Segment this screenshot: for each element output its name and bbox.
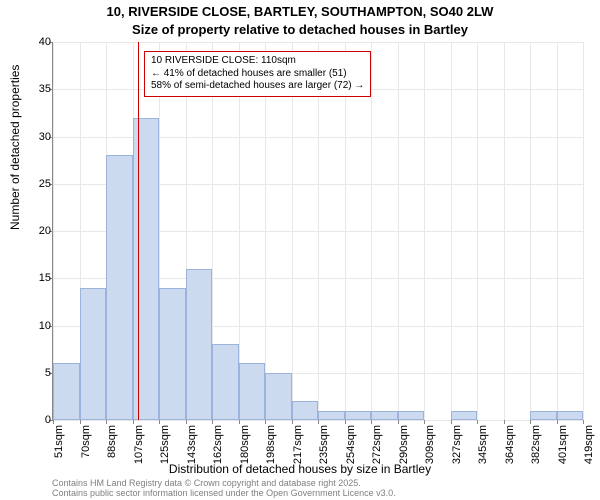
histogram-bar <box>186 269 213 420</box>
x-tick-label: 198sqm <box>265 425 277 464</box>
x-tick-mark <box>557 420 558 424</box>
x-tick-label: 235sqm <box>318 425 330 464</box>
x-tick-mark <box>477 420 478 424</box>
x-tick-label: 254sqm <box>345 425 357 464</box>
annotation-line2: ← 41% of detached houses are smaller (51… <box>151 68 364 81</box>
y-tick-label: 0 <box>31 414 51 426</box>
x-tick-mark <box>530 420 531 424</box>
grid-line-v <box>345 42 346 420</box>
y-tick-label: 10 <box>31 320 51 332</box>
x-tick-label: 143sqm <box>186 425 198 464</box>
grid-line-v <box>424 42 425 420</box>
histogram-bar <box>239 363 266 420</box>
x-tick-label: 125sqm <box>159 425 171 464</box>
grid-line-v <box>398 42 399 420</box>
x-tick-mark <box>583 420 584 424</box>
histogram-bar <box>345 411 372 420</box>
grid-line-v <box>451 42 452 420</box>
x-tick-mark <box>159 420 160 424</box>
reference-line <box>138 42 139 420</box>
histogram-bar <box>371 411 398 420</box>
grid-line-v <box>504 42 505 420</box>
y-tick-label: 30 <box>31 131 51 143</box>
chart-title-main: 10, RIVERSIDE CLOSE, BARTLEY, SOUTHAMPTO… <box>0 4 600 19</box>
histogram-bar <box>530 411 557 420</box>
grid-line-v <box>371 42 372 420</box>
x-tick-mark <box>451 420 452 424</box>
x-tick-label: 272sqm <box>371 425 383 464</box>
x-tick-label: 419sqm <box>583 425 595 464</box>
chart-title-sub: Size of property relative to detached ho… <box>0 22 600 37</box>
x-tick-label: 309sqm <box>424 425 436 464</box>
y-tick-label: 25 <box>31 178 51 190</box>
y-tick-label: 5 <box>31 367 51 379</box>
histogram-bar <box>265 373 292 420</box>
histogram-bar <box>557 411 584 420</box>
x-tick-mark <box>345 420 346 424</box>
histogram-bar <box>106 155 133 420</box>
grid-line-v <box>292 42 293 420</box>
footer-line1: Contains HM Land Registry data © Crown c… <box>52 478 396 488</box>
y-tick-label: 40 <box>31 36 51 48</box>
x-tick-label: 162sqm <box>212 425 224 464</box>
histogram-bar <box>398 411 425 420</box>
plot-area: 051015202530354051sqm70sqm88sqm107sqm125… <box>52 42 583 421</box>
grid-line-v <box>530 42 531 420</box>
x-tick-mark <box>133 420 134 424</box>
grid-line-v <box>583 42 584 420</box>
x-tick-mark <box>212 420 213 424</box>
chart-container: 10, RIVERSIDE CLOSE, BARTLEY, SOUTHAMPTO… <box>0 0 600 500</box>
x-tick-label: 180sqm <box>239 425 251 464</box>
x-tick-label: 382sqm <box>530 425 542 464</box>
y-axis-label: Number of detached properties <box>8 65 22 230</box>
x-tick-label: 51sqm <box>53 425 65 458</box>
histogram-bar <box>80 288 107 420</box>
x-tick-mark <box>398 420 399 424</box>
x-tick-mark <box>424 420 425 424</box>
histogram-bar <box>159 288 186 420</box>
x-tick-label: 345sqm <box>477 425 489 464</box>
x-tick-label: 88sqm <box>106 425 118 458</box>
x-tick-mark <box>53 420 54 424</box>
histogram-bar <box>133 118 160 420</box>
x-tick-label: 327sqm <box>451 425 463 464</box>
x-tick-mark <box>80 420 81 424</box>
histogram-bar <box>292 401 319 420</box>
grid-line-v <box>318 42 319 420</box>
annotation-box: 10 RIVERSIDE CLOSE: 110sqm ← 41% of deta… <box>144 51 371 97</box>
x-tick-mark <box>106 420 107 424</box>
histogram-bar <box>451 411 478 420</box>
x-tick-label: 107sqm <box>133 425 145 464</box>
histogram-bar <box>212 344 239 420</box>
x-tick-mark <box>186 420 187 424</box>
x-tick-mark <box>292 420 293 424</box>
x-tick-label: 217sqm <box>292 425 304 464</box>
annotation-line1: 10 RIVERSIDE CLOSE: 110sqm <box>151 55 364 68</box>
histogram-bar <box>318 411 345 420</box>
x-tick-mark <box>504 420 505 424</box>
x-tick-label: 290sqm <box>398 425 410 464</box>
footer-attribution: Contains HM Land Registry data © Crown c… <box>52 478 396 499</box>
y-tick-label: 15 <box>31 272 51 284</box>
y-tick-label: 20 <box>31 225 51 237</box>
x-tick-mark <box>371 420 372 424</box>
histogram-bar <box>53 363 80 420</box>
x-tick-label: 364sqm <box>504 425 516 464</box>
grid-line-v <box>557 42 558 420</box>
footer-line2: Contains public sector information licen… <box>52 488 396 498</box>
x-tick-label: 70sqm <box>80 425 92 458</box>
x-axis-label: Distribution of detached houses by size … <box>0 462 600 476</box>
grid-line-v <box>265 42 266 420</box>
x-tick-mark <box>265 420 266 424</box>
x-tick-mark <box>239 420 240 424</box>
x-tick-mark <box>318 420 319 424</box>
grid-line-v <box>477 42 478 420</box>
x-tick-label: 401sqm <box>557 425 569 464</box>
annotation-line3: 58% of semi-detached houses are larger (… <box>151 80 364 93</box>
y-tick-label: 35 <box>31 83 51 95</box>
